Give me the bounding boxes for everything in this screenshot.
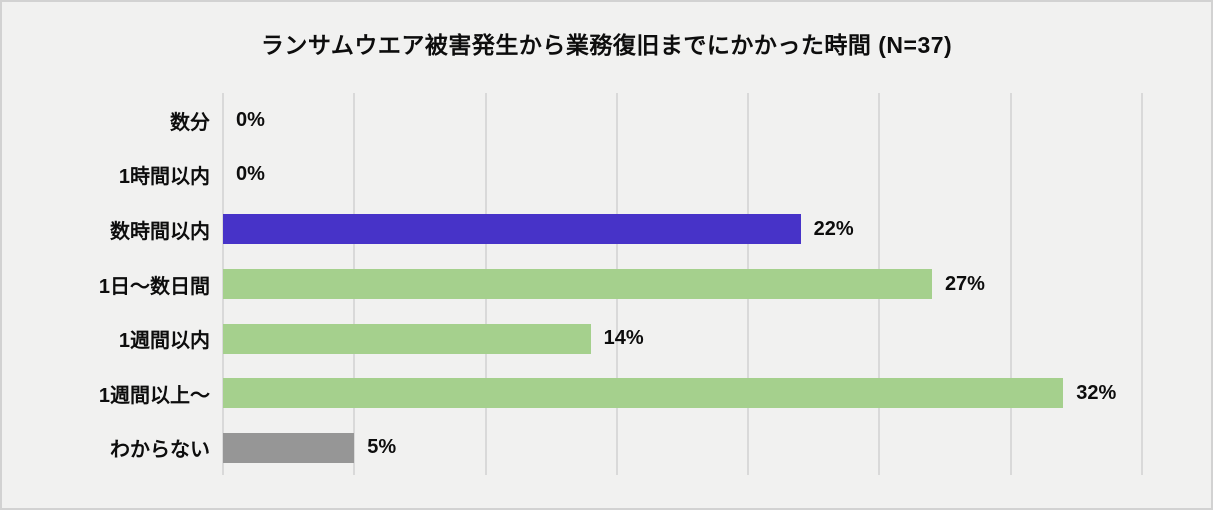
- gridline: [1009, 93, 1012, 475]
- bar-area: 0%: [223, 148, 1142, 203]
- value-label: 5%: [367, 436, 397, 459]
- bar-area: 14%: [223, 311, 1142, 366]
- value-label: 32%: [1076, 381, 1117, 404]
- value-label: 0%: [236, 163, 265, 186]
- chart-rows: 数分 0% 1時間以内 0% 数時間以内 22% 1日〜数日間 27% 1週間以内 14% 1週間以…: [2, 93, 1211, 475]
- category-label: 1週間以内: [118, 330, 210, 353]
- chart-row: わからない 5%: [2, 420, 1211, 475]
- chart-row: 1週間以内 14%: [2, 311, 1211, 366]
- chart-row: 数分 0%: [2, 93, 1211, 148]
- category-label: 1日〜数日間: [98, 275, 210, 298]
- bar: [223, 214, 801, 245]
- gridline: [1141, 93, 1143, 475]
- value-label: 27%: [944, 272, 985, 295]
- category-label: わからない: [110, 439, 210, 462]
- category-label: 数分: [170, 111, 210, 134]
- chart-title: ランサムウエア被害発生から業務復旧までにかかった時間 (N=37): [260, 32, 953, 58]
- category-label: 数時間以内: [110, 220, 210, 243]
- chart-body: 数分 0% 1時間以内 0% 数時間以内 22% 1日〜数日間 27% 1週間以内 14% 1週間以…: [2, 93, 1211, 475]
- bar-area: 32%: [223, 366, 1142, 421]
- bar: [223, 378, 1064, 409]
- chart-row: 1週間以上〜 32%: [2, 366, 1211, 421]
- bar-area: 27%: [223, 257, 1142, 312]
- value-label: 14%: [603, 327, 644, 350]
- bar: [223, 269, 932, 300]
- bar-area: 5%: [223, 420, 1142, 475]
- bar-area: 0%: [223, 93, 1142, 148]
- value-label: 0%: [236, 108, 265, 131]
- value-label: 22%: [813, 217, 854, 240]
- category-label: 1時間以内: [118, 166, 210, 189]
- bar: [223, 432, 355, 463]
- category-label: 1週間以上〜: [98, 384, 210, 407]
- bar-area: 22%: [223, 202, 1142, 257]
- bar: [223, 323, 591, 354]
- chart-row: 1時間以内 0%: [2, 148, 1211, 203]
- chart-row: 数時間以内 22%: [2, 202, 1211, 257]
- chart-row: 1日〜数日間 27%: [2, 257, 1211, 312]
